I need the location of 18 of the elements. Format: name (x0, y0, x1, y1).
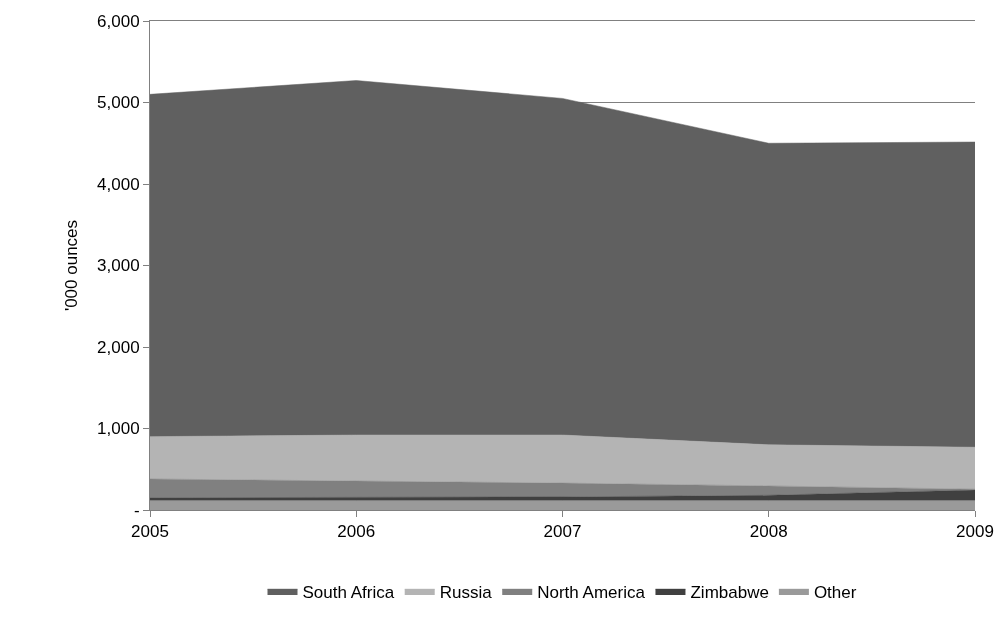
y-tick-label: - (133, 500, 140, 520)
y-tick-label: 2,000 (97, 337, 140, 357)
y-tick-label: 3,000 (97, 256, 140, 276)
y-tick-label: 6,000 (97, 11, 140, 31)
legend-label: Russia (439, 582, 493, 602)
y-tick-label: 1,000 (97, 419, 140, 439)
x-tick-label: 2007 (543, 522, 582, 542)
x-tick-label: 2006 (337, 522, 376, 542)
legend-label: Other (813, 582, 857, 602)
y-axis-title: '000 ounces (61, 219, 81, 312)
x-tick-label: 2008 (749, 522, 788, 542)
y-tick-label: 4,000 (97, 174, 140, 194)
x-tick-label: 2005 (131, 522, 169, 542)
y-tick-label: 5,000 (97, 93, 140, 113)
legend-label: Zimbabwe (690, 582, 769, 602)
legend-label: South Africa (302, 582, 395, 602)
x-tick-label: 2009 (956, 522, 994, 542)
legend-label: North America (537, 582, 646, 602)
